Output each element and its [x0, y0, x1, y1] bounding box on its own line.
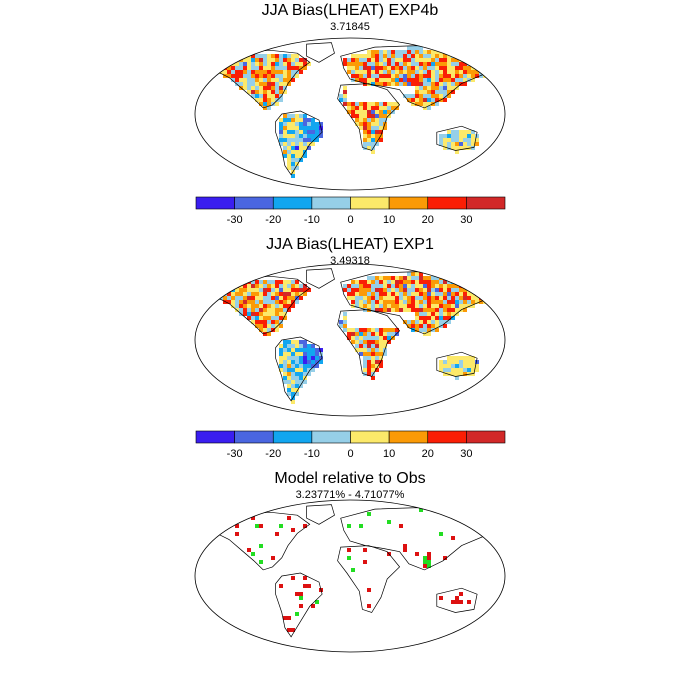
colorbar-box-3 — [311, 196, 351, 210]
map-relative — [194, 499, 506, 653]
colorbar-box-3 — [311, 430, 351, 444]
colorbar-tick-label: 30 — [460, 448, 472, 460]
colorbar-box-6 — [427, 430, 467, 444]
colorbar-tick-label: 20 — [422, 214, 434, 226]
colorbar-box-5 — [388, 430, 429, 444]
colorbar-tick-label: -30 — [227, 214, 243, 226]
colorbar-tick-label: -20 — [265, 214, 281, 226]
colorbar-box-5 — [388, 196, 429, 210]
colorbar-box-7 — [466, 196, 506, 210]
panel-subtitle: 3.49318 — [330, 255, 370, 267]
colorbar-tick-label: -30 — [227, 448, 243, 460]
colorbar-tick-label: -10 — [304, 214, 320, 226]
colorbar-tick-label: 0 — [347, 214, 353, 226]
colorbar-box-0 — [195, 430, 235, 444]
colorbar-box-1 — [234, 430, 274, 444]
panel-title: JJA Bias(LHEAT) EXP4b — [261, 2, 439, 19]
colorbar-tick-label: -10 — [304, 448, 320, 460]
colorbar-exp4b: -30 -20 -10 0 10 20 30 — [195, 196, 506, 226]
colorbar-box-4 — [350, 430, 390, 444]
colorbar-tick-label: 10 — [383, 448, 395, 460]
colorbar-box-7 — [466, 430, 506, 444]
colorbar-tick-label: 10 — [383, 214, 395, 226]
colorbar-box-4 — [350, 196, 390, 210]
colorbar-box-1 — [234, 196, 274, 210]
colorbar-box-2 — [272, 196, 313, 210]
colorbar-box-6 — [427, 196, 467, 210]
map-exp1 — [194, 263, 506, 417]
colorbar-box-0 — [195, 196, 235, 210]
panel-subtitle: 3.23771% - 4.71077% — [295, 489, 405, 501]
colorbar-tick-label: 0 — [347, 448, 353, 460]
colorbar-exp1: -30 -20 -10 0 10 20 30 — [195, 430, 506, 460]
colorbar-tick-label: 30 — [460, 214, 472, 226]
panel-title: JJA Bias(LHEAT) EXP1 — [266, 236, 434, 253]
colorbar-tick-label: -20 — [265, 448, 281, 460]
map-exp4b — [194, 37, 506, 191]
panel-subtitle: 3.71845 — [330, 21, 370, 33]
colorbar-tick-label: 20 — [422, 448, 434, 460]
colorbar-box-2 — [272, 430, 313, 444]
panel-title: Model relative to Obs — [274, 470, 426, 487]
